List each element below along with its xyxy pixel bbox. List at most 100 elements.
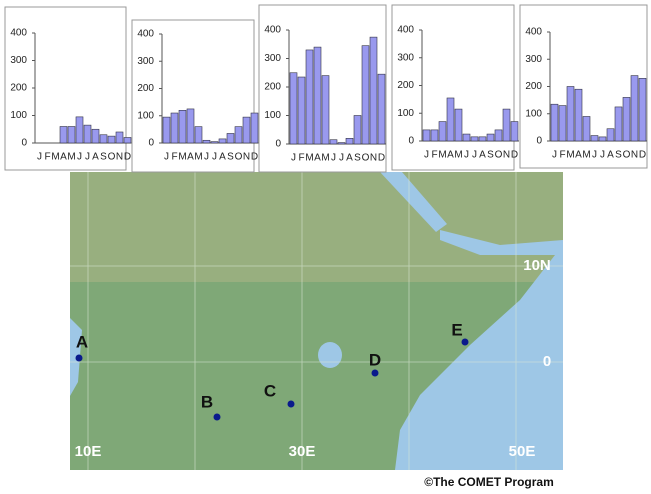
x-tick-label: O <box>362 153 370 164</box>
x-tick-label: S <box>100 152 107 163</box>
x-tick-label: S <box>487 150 494 161</box>
bar <box>345 138 354 145</box>
x-tick-label: O <box>108 152 116 163</box>
map-grid <box>70 172 563 470</box>
site-label: A <box>76 332 88 351</box>
y-tick-label: 300 <box>525 54 542 65</box>
x-tick-label: M <box>51 152 59 163</box>
x-tick-label: J <box>164 152 169 163</box>
x-tick-label: O <box>235 152 243 163</box>
bar <box>234 126 243 144</box>
site-label: C <box>264 381 276 400</box>
y-tick-label: 400 <box>10 28 27 39</box>
bar <box>162 116 171 144</box>
x-tick-label: J <box>592 150 597 161</box>
bar <box>369 36 378 145</box>
bar <box>582 116 591 142</box>
credit: ©The COMET Program <box>424 475 554 489</box>
bar <box>550 103 559 142</box>
x-tick-label: J <box>291 153 296 164</box>
x-tick-label: F <box>559 150 565 161</box>
y-tick-label: 400 <box>264 25 281 36</box>
bar <box>462 133 471 142</box>
y-tick-label: 100 <box>137 110 154 121</box>
x-tick-label: A <box>479 150 486 161</box>
x-tick-label: N <box>116 152 123 163</box>
x-tick-label: M <box>305 153 313 164</box>
bar <box>510 121 519 142</box>
panel <box>131 19 255 173</box>
x-tick-label: J <box>77 152 82 163</box>
x-tick-label: D <box>639 150 646 161</box>
x-tick-label: J <box>464 150 469 161</box>
x-tick-label: F <box>298 153 304 164</box>
y-tick-label: 300 <box>137 56 154 67</box>
x-tick-label: J <box>212 152 217 163</box>
x-tick-label: A <box>346 153 353 164</box>
y-tick-label: 200 <box>137 83 154 94</box>
x-tick-label: N <box>503 150 510 161</box>
y-tick-label: 400 <box>397 25 414 36</box>
x-tick-label: F <box>171 152 177 163</box>
bar <box>590 135 599 142</box>
bar <box>566 86 575 142</box>
longitude-label: 10E <box>75 443 102 460</box>
bar <box>226 133 235 144</box>
x-tick-label: N <box>370 153 377 164</box>
y-tick-label: 100 <box>264 110 281 121</box>
bar <box>59 126 68 144</box>
bar <box>297 76 306 145</box>
x-tick-label: D <box>511 150 518 161</box>
bar <box>377 73 386 145</box>
bar <box>115 131 124 144</box>
bar <box>202 139 211 144</box>
x-tick-label: M <box>67 152 75 163</box>
bar <box>598 136 607 142</box>
bar <box>123 137 132 144</box>
bar <box>250 112 259 144</box>
bar <box>630 75 639 142</box>
bar <box>313 46 322 145</box>
x-tick-label: A <box>219 152 226 163</box>
y-tick-label: 400 <box>525 27 542 38</box>
bar <box>170 112 179 144</box>
bar <box>329 139 338 145</box>
bar <box>494 129 503 142</box>
y-tick-label: 200 <box>264 82 281 93</box>
bar <box>305 49 314 145</box>
x-tick-label: D <box>378 153 385 164</box>
bar <box>99 134 108 144</box>
y-tick-label: 100 <box>10 110 27 121</box>
bar <box>614 106 623 142</box>
x-tick-label: A <box>92 152 99 163</box>
bar <box>75 116 84 144</box>
x-tick-label: S <box>615 150 622 161</box>
bar <box>83 124 92 144</box>
bar <box>622 97 631 142</box>
x-tick-label: M <box>321 153 329 164</box>
x-tick-label: F <box>44 152 50 163</box>
y-tick-label: 200 <box>525 81 542 92</box>
bar <box>242 116 251 144</box>
bar <box>361 45 370 145</box>
bar <box>478 136 487 142</box>
x-tick-label: S <box>354 153 361 164</box>
y-tick-label: 0 <box>148 138 154 149</box>
y-tick-label: 300 <box>264 53 281 64</box>
x-tick-label: N <box>631 150 638 161</box>
x-tick-label: M <box>194 152 202 163</box>
bar <box>606 128 615 142</box>
bar <box>638 78 647 142</box>
bar <box>186 108 195 144</box>
bar <box>470 136 479 142</box>
bar <box>107 135 116 144</box>
bar <box>454 108 463 142</box>
x-tick-label: D <box>251 152 258 163</box>
bar <box>438 121 447 142</box>
x-tick-label: A <box>447 150 454 161</box>
x-tick-label: M <box>178 152 186 163</box>
y-tick-label: 100 <box>397 108 414 119</box>
x-tick-label: J <box>331 153 336 164</box>
